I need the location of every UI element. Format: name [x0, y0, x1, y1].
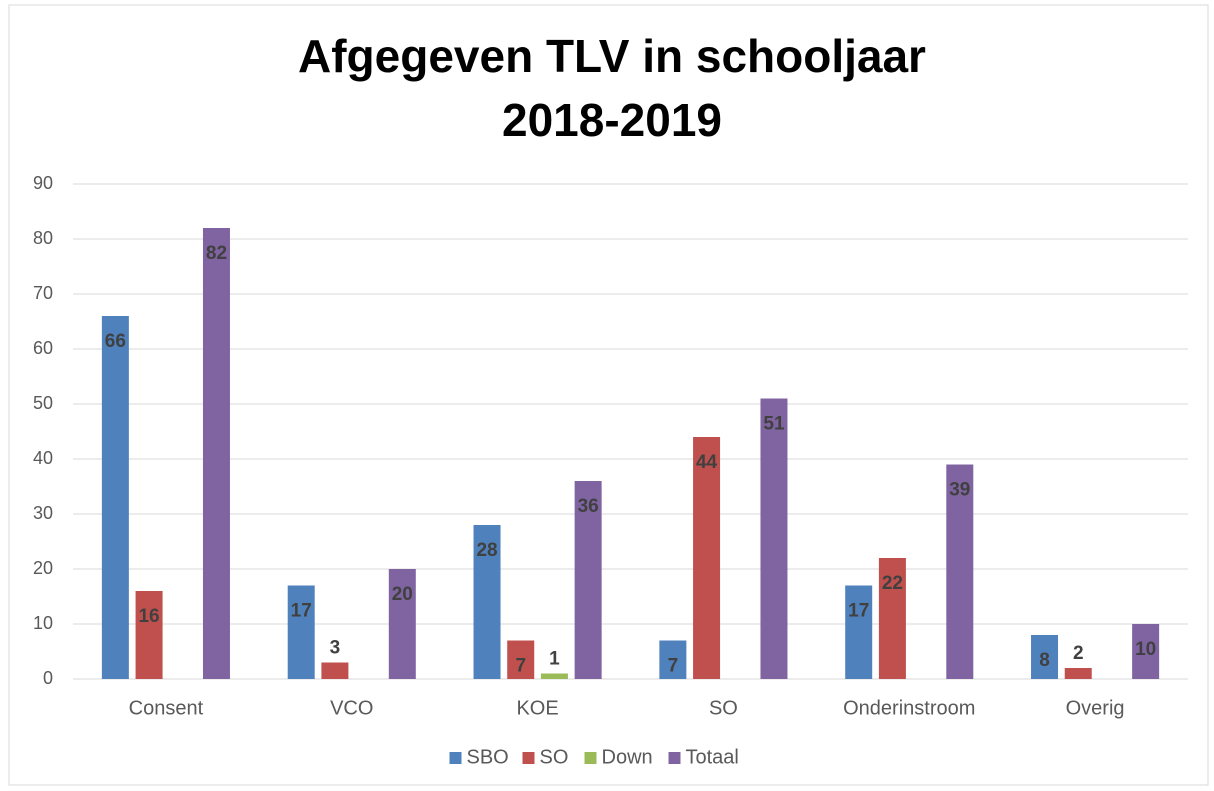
y-tick-label: 30 [33, 503, 53, 523]
data-label: 44 [696, 452, 718, 473]
data-label: 7 [668, 656, 679, 677]
bar [202, 228, 230, 679]
legend-swatch [449, 752, 462, 764]
bar [388, 569, 416, 679]
x-tick-label: Overig [1066, 697, 1125, 719]
legend-label: SO [540, 746, 569, 768]
data-label: 7 [515, 656, 526, 677]
legend-swatch [668, 752, 681, 764]
x-tick-label: Consent [129, 697, 204, 719]
data-label: 17 [291, 601, 312, 622]
data-label: 16 [138, 606, 159, 627]
x-tick-label: KOE [516, 697, 558, 719]
y-tick-label: 40 [33, 448, 53, 468]
bar [287, 585, 315, 679]
bar [135, 591, 163, 679]
legend-label: Totaal [686, 746, 739, 768]
y-tick-label: 10 [33, 613, 53, 633]
y-tick-label: 70 [33, 283, 53, 303]
data-label: 3 [330, 638, 341, 659]
bar [1132, 624, 1160, 679]
x-tick-label: VCO [330, 697, 373, 719]
bar [693, 437, 721, 679]
data-label: 66 [105, 331, 126, 352]
legend-swatch [522, 752, 535, 764]
bar [659, 640, 687, 679]
bar [101, 316, 129, 679]
bar [946, 464, 974, 679]
data-label: 82 [206, 243, 227, 264]
y-tick-label: 0 [43, 668, 53, 688]
bar [507, 640, 535, 679]
bar [878, 558, 906, 679]
x-tick-label: SO [709, 697, 738, 719]
data-label: 36 [578, 496, 599, 517]
y-tick-label: 50 [33, 393, 53, 413]
data-label: 2 [1073, 643, 1084, 664]
bar [473, 525, 501, 679]
data-label: 10 [1135, 639, 1156, 660]
bar [540, 673, 568, 679]
y-tick-label: 90 [33, 173, 53, 193]
data-label: 28 [476, 540, 497, 561]
y-tick-label: 20 [33, 558, 53, 578]
chart-title: 2018-2019 [502, 94, 722, 146]
data-label: 22 [882, 573, 903, 594]
bar [1031, 635, 1059, 679]
legend-swatch [584, 752, 597, 764]
bar [845, 585, 873, 679]
x-tick-label: Onderinstroom [843, 697, 975, 719]
bar [1064, 668, 1092, 679]
bar [321, 662, 349, 679]
data-label: 17 [848, 601, 869, 622]
data-label: 8 [1039, 650, 1050, 671]
data-label: 39 [949, 480, 970, 501]
bar [760, 398, 788, 679]
chart-title: Afgegeven TLV in schooljaar [298, 30, 926, 82]
legend-label: SBO [467, 746, 509, 768]
y-tick-label: 80 [33, 228, 53, 248]
legend-label: Down [602, 746, 653, 768]
bar [574, 481, 602, 679]
data-label: 20 [392, 584, 413, 605]
y-tick-label: 60 [33, 338, 53, 358]
data-label: 51 [763, 414, 785, 435]
data-label: 1 [549, 649, 560, 670]
